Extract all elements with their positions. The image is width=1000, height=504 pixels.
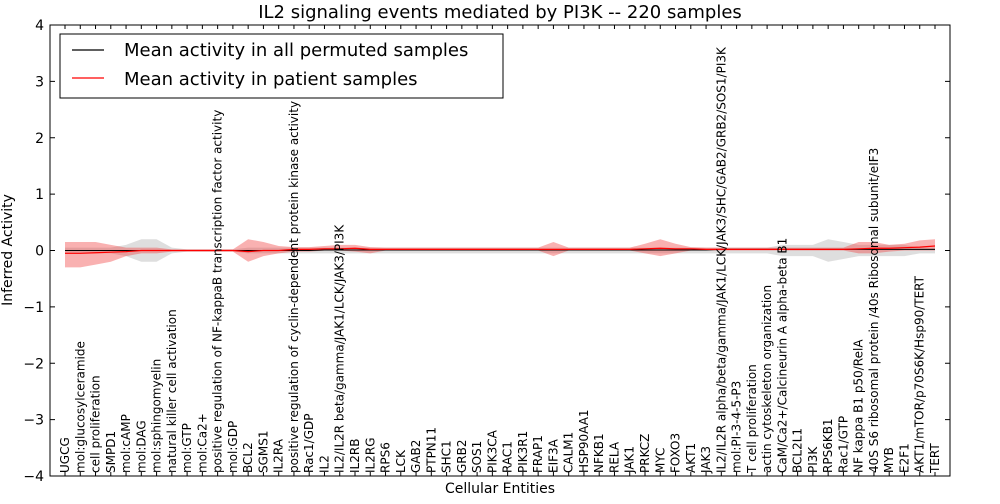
y-tick-label: −1 <box>23 300 44 316</box>
band-permuted <box>65 239 935 262</box>
x-tick-label: HSP90AA1 <box>577 409 591 473</box>
y-tick-label: 1 <box>35 187 44 203</box>
legend: Mean activity in all permuted samples Me… <box>59 33 504 99</box>
x-tick-label: PI3K <box>806 446 820 473</box>
x-tick-label: AKT1/mTOR/p70S6K/Hsp90/TERT <box>913 275 927 473</box>
x-tick-label: TERT <box>928 443 942 474</box>
x-tick-label: SGMS1 <box>256 430 270 473</box>
x-tick-label: positive regulation of cyclin-dependent … <box>287 101 301 473</box>
x-tick-label: mol:Ca2+ <box>195 413 209 473</box>
series-lines <box>65 245 936 254</box>
x-tick-label: GRB2 <box>455 439 469 473</box>
x-tick-label: IL2RA <box>272 438 286 473</box>
y-axis-label: Inferred Activity <box>0 194 16 306</box>
x-tick-label: mol:cAMP <box>119 414 133 473</box>
y-tick-label: 4 <box>35 18 44 34</box>
x-tick-label: SMPD1 <box>104 431 118 473</box>
x-tick-label: mol:PI-3-4-5-P3 <box>730 381 744 473</box>
x-tick-label: SOS1 <box>470 441 484 473</box>
confidence-bands <box>65 239 935 268</box>
y-tick-label: −3 <box>23 413 44 429</box>
x-tick-label: T cell proliferation <box>745 364 759 474</box>
x-tick-label: actin cytoskeleton organization <box>760 285 774 473</box>
x-tick-label: NF kappa B1 p50/RelA <box>852 339 866 473</box>
x-tick-label: PIK3R1 <box>516 431 530 473</box>
x-tick-label: mol:glucosylceramide <box>73 341 87 473</box>
x-tick-label: PRKCZ <box>638 434 652 473</box>
x-tick-label: MYC <box>653 448 667 473</box>
legend-label-patient: Mean activity in patient samples <box>124 69 418 90</box>
x-tick-label: natural killer cell activation <box>165 309 179 473</box>
x-tick-label: cell proliferation <box>89 375 103 473</box>
x-tick-label: BCL2 <box>241 442 255 473</box>
x-tick-label: mol:GTP <box>180 423 194 473</box>
x-tick-label: CaM/Ca2+/Calcineurin A alpha-beta B1 <box>775 238 789 473</box>
x-tick-label: PTPN11 <box>424 427 438 473</box>
y-axis: −4 −3 −2 −1 0 1 2 3 4 <box>23 18 950 485</box>
x-tick-label: PIK3CA <box>485 429 499 473</box>
x-tick-label: CALM1 <box>562 432 576 473</box>
x-tick-label: JAK3 <box>699 446 713 474</box>
x-tick-label: LCK <box>394 449 408 473</box>
x-tick-label: UGCG <box>58 437 72 473</box>
series-line-patient <box>65 245 936 254</box>
x-tick-label: MYB <box>882 447 896 473</box>
x-tick-label: Rac1/GDP <box>302 414 316 473</box>
x-tick-label: IL2 <box>317 455 331 473</box>
y-tick-label: −4 <box>23 469 44 485</box>
x-tick-label: IL2RB <box>348 439 362 473</box>
x-tick-label: NFKB1 <box>592 433 606 473</box>
x-tick-label: AKT1 <box>684 443 698 473</box>
x-tick-label: mol:DAG <box>134 420 148 473</box>
x-axis-label: Cellular Entities <box>445 481 555 497</box>
x-tick-label: RPS6KB1 <box>821 418 835 473</box>
y-tick-label: −2 <box>23 356 44 372</box>
x-tick-label: GAB2 <box>409 440 423 473</box>
y-tick-label: 0 <box>35 244 44 260</box>
x-tick-label: IL2RG <box>363 438 377 474</box>
x-tick-label: E2F1 <box>897 443 911 473</box>
x-tick-label: RPS6 <box>379 442 393 473</box>
x-tick-label: FRAP1 <box>531 435 545 473</box>
x-tick-labels: UGCG mol:glucosylceramide cell proliferati… <box>58 25 942 476</box>
x-tick-label: Rac1/GTP <box>836 416 850 473</box>
y-tick-label: 2 <box>35 131 44 147</box>
x-tick-label: RAC1 <box>501 441 515 473</box>
x-tick-label: EIF3A <box>546 438 560 473</box>
legend-frame <box>59 33 504 99</box>
chart-title: IL2 signaling events mediated by PI3K --… <box>258 2 742 23</box>
x-tick-label: SHC1 <box>440 440 454 473</box>
x-tick-label: BCL2L1 <box>791 428 805 473</box>
x-tick-label: 40S S6 ribosomal protein /40s Ribosomal … <box>867 148 881 473</box>
band-patient <box>65 239 935 268</box>
x-tick-label: RELA <box>607 441 621 473</box>
x-tick-label: JAK1 <box>623 446 637 474</box>
legend-label-permuted: Mean activity in all permuted samples <box>124 40 468 61</box>
y-tick-label: 3 <box>35 74 44 90</box>
x-tick-label: mol:sphingomyelin <box>150 359 164 473</box>
x-tick-label: mol:GDP <box>226 421 240 473</box>
x-tick-label: positive regulation of NF-kappaB transcr… <box>211 110 225 473</box>
x-tick-label: IL2/IL2R alpha/beta/gamma/JAK1/LCK/JAK3/… <box>714 46 728 473</box>
x-tick-label: FOXO3 <box>669 433 683 473</box>
x-tick-label: IL2/IL2R beta/gamma/JAK1/LCK/JAK3/PI3K <box>333 224 347 473</box>
